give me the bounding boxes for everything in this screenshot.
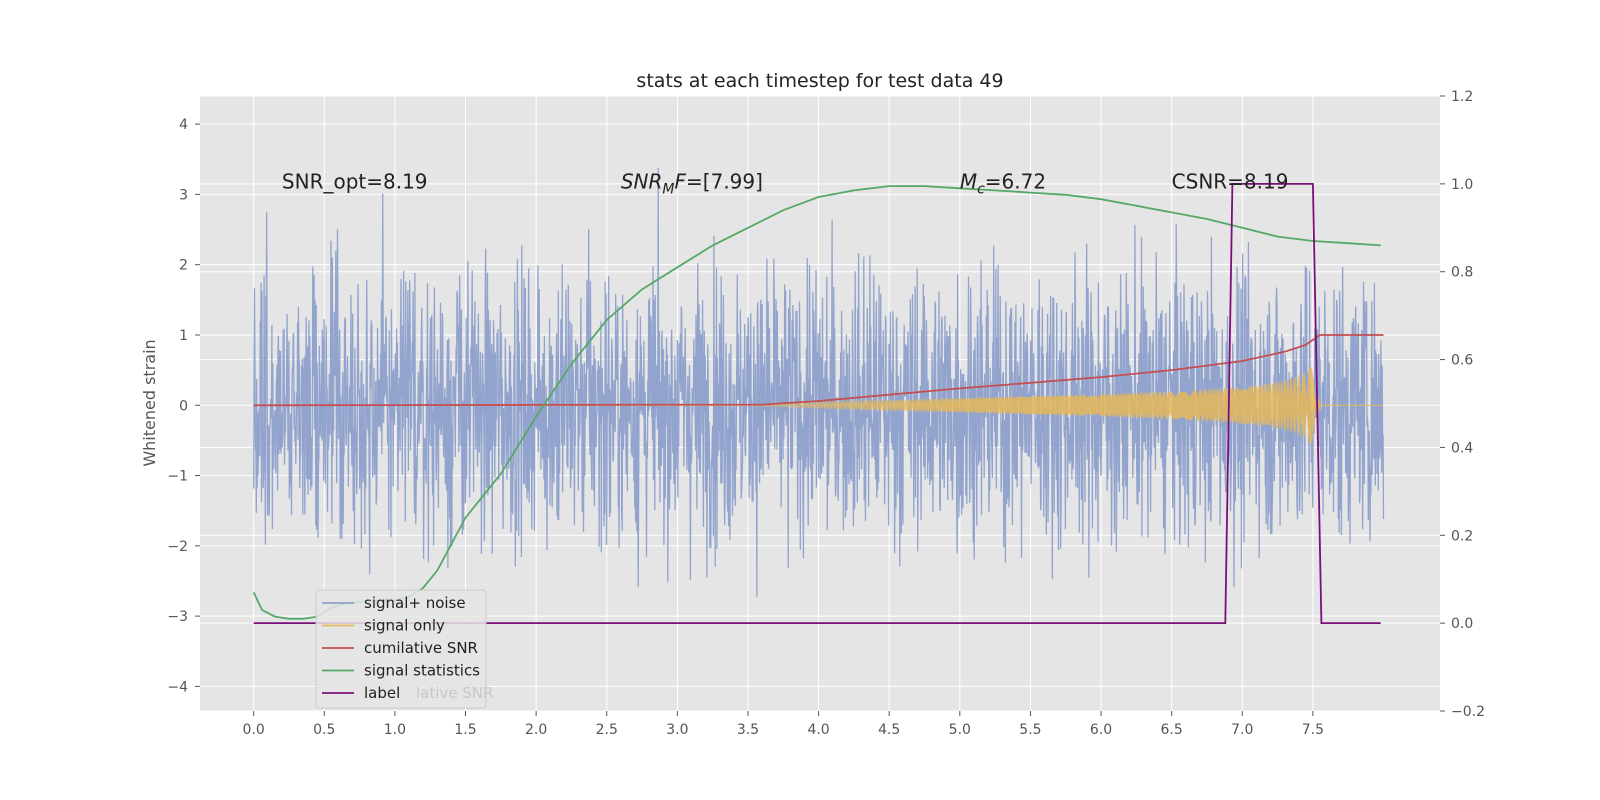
y-tick-label: −3: [167, 609, 188, 625]
x-tick-label: 2.5: [596, 722, 618, 738]
x-tick-label: 0.5: [313, 722, 335, 738]
y2-tick-label: 0.8: [1451, 265, 1473, 281]
axes: 0.0 0.5 1.0 1.5 2.0 2.5 3.0 3.5 4.0 4.5 5.0 5.5 6.0 6…: [167, 89, 1485, 738]
series-cumulative-snr: [253, 334, 1384, 407]
y2-tick-label: 0.4: [1451, 440, 1473, 456]
y-tick-label: −4: [167, 679, 188, 695]
annotation-text: SNR_opt=8.19: [282, 169, 428, 193]
x-tick-label: 7.0: [1231, 722, 1253, 738]
y2-tick-label: 0.0: [1451, 616, 1473, 632]
legend-ghost-text: lative SNR: [416, 684, 493, 702]
legend-label: label: [364, 684, 400, 702]
legend-label: signal only: [364, 617, 445, 635]
x-tick-label: 2.0: [525, 722, 547, 738]
x-tick-label: 0.0: [243, 722, 265, 738]
y-tick-label: 0: [179, 398, 188, 414]
legend-box: [315, 589, 487, 709]
legend-label: signal+ noise: [364, 594, 466, 612]
y2-tick-label: 1.0: [1451, 177, 1473, 193]
x-tick-label: 5.0: [949, 722, 971, 738]
y2-tick-label: 1.2: [1451, 89, 1473, 105]
y-tick-label: 3: [179, 187, 188, 203]
y2-tick-label: 0.6: [1451, 353, 1473, 369]
x-tick-label: 7.5: [1302, 722, 1324, 738]
y-tick-label: −2: [167, 539, 188, 555]
x-tick-label: 6.0: [1090, 722, 1112, 738]
annotation-text: SNRMF=[7.99]: [621, 169, 763, 197]
chart-title: stats at each timestep for test data 49: [636, 70, 1003, 92]
annotation-text: Mc=6.72: [960, 169, 1046, 197]
legend-label: signal statistics: [364, 662, 480, 680]
x-tick-label: 4.0: [807, 722, 829, 738]
series-signal-noise: [253, 167, 1385, 597]
x-tick-label: 1.5: [454, 722, 476, 738]
x-tick-label: 6.5: [1161, 722, 1183, 738]
x-tick-label: 4.5: [878, 722, 900, 738]
legend: signal+ noise signal only cumilative SNR si…: [315, 589, 493, 709]
y-tick-label: 4: [179, 117, 188, 133]
x-tick-label: 3.0: [666, 722, 688, 738]
y-tick-label: 2: [179, 258, 188, 274]
y-tick-label: 1: [179, 328, 188, 344]
y2-tick-label: −0.2: [1451, 704, 1485, 720]
series-label: [253, 183, 1381, 624]
y2-tick-label: 0.2: [1451, 528, 1473, 544]
x-tick-label: 5.5: [1019, 722, 1041, 738]
legend-label: cumilative SNR: [364, 639, 478, 657]
x-tick-label: 3.5: [737, 722, 759, 738]
annotation-text: CSNR=8.19: [1172, 169, 1289, 193]
y-tick-label: −1: [167, 469, 188, 485]
annotations: SNR_opt=8.19 SNRMF=[7.99] Mc=6.72 CSNR=8.19: [282, 169, 1289, 197]
x-tick-label: 1.0: [384, 722, 406, 738]
y-axis-label: Whitened strain: [140, 339, 159, 466]
